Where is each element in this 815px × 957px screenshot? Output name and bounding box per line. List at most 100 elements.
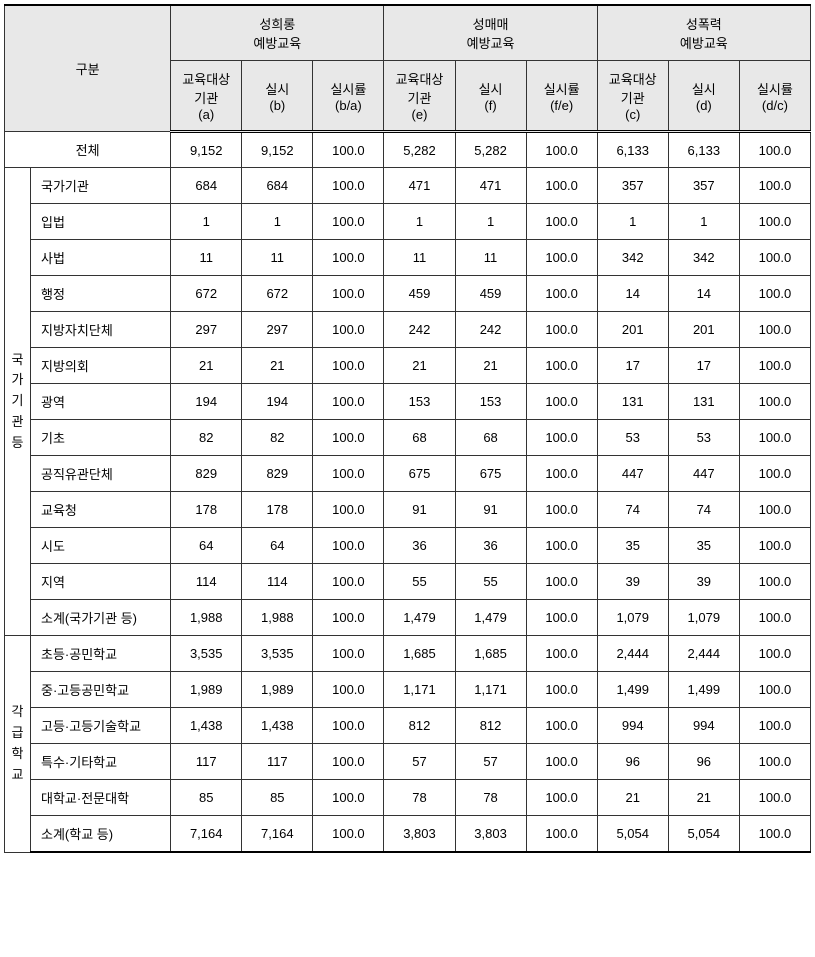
table-cell: 11 bbox=[171, 240, 242, 276]
table-cell: 100.0 bbox=[313, 276, 384, 312]
table-cell: 1,479 bbox=[455, 600, 526, 636]
section-label: 각급학교 bbox=[5, 636, 31, 853]
table-cell: 2,444 bbox=[597, 636, 668, 672]
table-cell: 1,479 bbox=[384, 600, 455, 636]
table-cell: 100.0 bbox=[526, 204, 597, 240]
table-row: 국가기관등국가기관684684100.0471471100.0357357100… bbox=[5, 168, 811, 204]
row-label: 특수·기타학교 bbox=[31, 744, 171, 780]
table-cell: 100.0 bbox=[526, 636, 597, 672]
table-cell: 342 bbox=[597, 240, 668, 276]
table-cell: 201 bbox=[668, 312, 739, 348]
table-cell: 100.0 bbox=[739, 636, 810, 672]
table-cell: 55 bbox=[455, 564, 526, 600]
table-cell: 1,989 bbox=[171, 672, 242, 708]
table-cell: 3,535 bbox=[171, 636, 242, 672]
table-header: 구분 성희롱예방교육 성매매예방교육 성폭력예방교육 교육대상기관(a) 실시(… bbox=[5, 5, 811, 132]
table-cell: 96 bbox=[668, 744, 739, 780]
table-cell: 117 bbox=[171, 744, 242, 780]
header-col: 실시률(b/a) bbox=[313, 61, 384, 132]
table-cell: 100.0 bbox=[739, 600, 810, 636]
table-row-total: 전체9,1529,152100.05,2825,282100.06,1336,1… bbox=[5, 132, 811, 168]
table-cell: 68 bbox=[455, 420, 526, 456]
table-cell: 1,685 bbox=[384, 636, 455, 672]
table-cell: 35 bbox=[668, 528, 739, 564]
table-cell: 36 bbox=[455, 528, 526, 564]
table-cell: 117 bbox=[242, 744, 313, 780]
table-cell: 1,988 bbox=[171, 600, 242, 636]
table-cell: 1 bbox=[242, 204, 313, 240]
table-cell: 994 bbox=[668, 708, 739, 744]
row-label: 국가기관 bbox=[31, 168, 171, 204]
table-cell: 1,171 bbox=[455, 672, 526, 708]
table-cell: 100.0 bbox=[526, 492, 597, 528]
table-cell: 21 bbox=[455, 348, 526, 384]
table-cell: 100.0 bbox=[313, 564, 384, 600]
row-label: 고등·고등기술학교 bbox=[31, 708, 171, 744]
table-cell: 100.0 bbox=[526, 564, 597, 600]
row-label: 공직유관단체 bbox=[31, 456, 171, 492]
table-cell: 100.0 bbox=[526, 312, 597, 348]
table-cell: 2,444 bbox=[668, 636, 739, 672]
table-cell: 812 bbox=[455, 708, 526, 744]
table-cell: 21 bbox=[668, 780, 739, 816]
table-cell: 100.0 bbox=[739, 564, 810, 600]
table-row: 소계(국가기관 등)1,9881,988100.01,4791,479100.0… bbox=[5, 600, 811, 636]
table-cell: 100.0 bbox=[739, 708, 810, 744]
table-cell: 297 bbox=[242, 312, 313, 348]
table-row: 특수·기타학교117117100.05757100.09696100.0 bbox=[5, 744, 811, 780]
table-cell: 11 bbox=[455, 240, 526, 276]
table-cell: 5,054 bbox=[668, 816, 739, 853]
row-label: 지방자치단체 bbox=[31, 312, 171, 348]
table-cell: 100.0 bbox=[739, 240, 810, 276]
table-cell: 100.0 bbox=[313, 240, 384, 276]
table-cell: 131 bbox=[597, 384, 668, 420]
header-col: 실시(b) bbox=[242, 61, 313, 132]
table-cell: 459 bbox=[384, 276, 455, 312]
table-cell: 5,282 bbox=[384, 132, 455, 168]
table-cell: 100.0 bbox=[313, 456, 384, 492]
table-row: 교육청178178100.09191100.07474100.0 bbox=[5, 492, 811, 528]
row-label: 지역 bbox=[31, 564, 171, 600]
table-cell: 194 bbox=[171, 384, 242, 420]
table-cell: 39 bbox=[668, 564, 739, 600]
table-cell: 342 bbox=[668, 240, 739, 276]
table-cell: 357 bbox=[668, 168, 739, 204]
table-body: 전체9,1529,152100.05,2825,282100.06,1336,1… bbox=[5, 132, 811, 853]
header-col: 실시(d) bbox=[668, 61, 739, 132]
table-cell: 100.0 bbox=[526, 780, 597, 816]
table-cell: 242 bbox=[455, 312, 526, 348]
table-cell: 153 bbox=[455, 384, 526, 420]
table-cell: 96 bbox=[597, 744, 668, 780]
table-cell: 1,685 bbox=[455, 636, 526, 672]
table-cell: 6,133 bbox=[668, 132, 739, 168]
table-cell: 178 bbox=[171, 492, 242, 528]
header-col: 실시(f) bbox=[455, 61, 526, 132]
table-cell: 74 bbox=[668, 492, 739, 528]
table-cell: 100.0 bbox=[526, 132, 597, 168]
table-cell: 11 bbox=[242, 240, 313, 276]
table-cell: 100.0 bbox=[739, 456, 810, 492]
table-cell: 68 bbox=[384, 420, 455, 456]
table-cell: 100.0 bbox=[739, 744, 810, 780]
table-cell: 459 bbox=[455, 276, 526, 312]
row-label: 지방의회 bbox=[31, 348, 171, 384]
table-cell: 100.0 bbox=[313, 672, 384, 708]
header-group-2: 성폭력예방교육 bbox=[597, 5, 810, 61]
table-row: 고등·고등기술학교1,4381,438100.0812812100.099499… bbox=[5, 708, 811, 744]
table-cell: 100.0 bbox=[739, 276, 810, 312]
row-label: 광역 bbox=[31, 384, 171, 420]
table-cell: 1 bbox=[171, 204, 242, 240]
table-cell: 471 bbox=[384, 168, 455, 204]
table-cell: 100.0 bbox=[739, 348, 810, 384]
table-cell: 36 bbox=[384, 528, 455, 564]
table-cell: 9,152 bbox=[171, 132, 242, 168]
table-cell: 7,164 bbox=[171, 816, 242, 853]
table-cell: 57 bbox=[455, 744, 526, 780]
table-cell: 5,282 bbox=[455, 132, 526, 168]
header-group-1: 성매매예방교육 bbox=[384, 5, 597, 61]
header-group-0: 성희롱예방교육 bbox=[171, 5, 384, 61]
table-cell: 3,803 bbox=[384, 816, 455, 853]
table-cell: 672 bbox=[242, 276, 313, 312]
table-cell: 64 bbox=[242, 528, 313, 564]
table-cell: 131 bbox=[668, 384, 739, 420]
